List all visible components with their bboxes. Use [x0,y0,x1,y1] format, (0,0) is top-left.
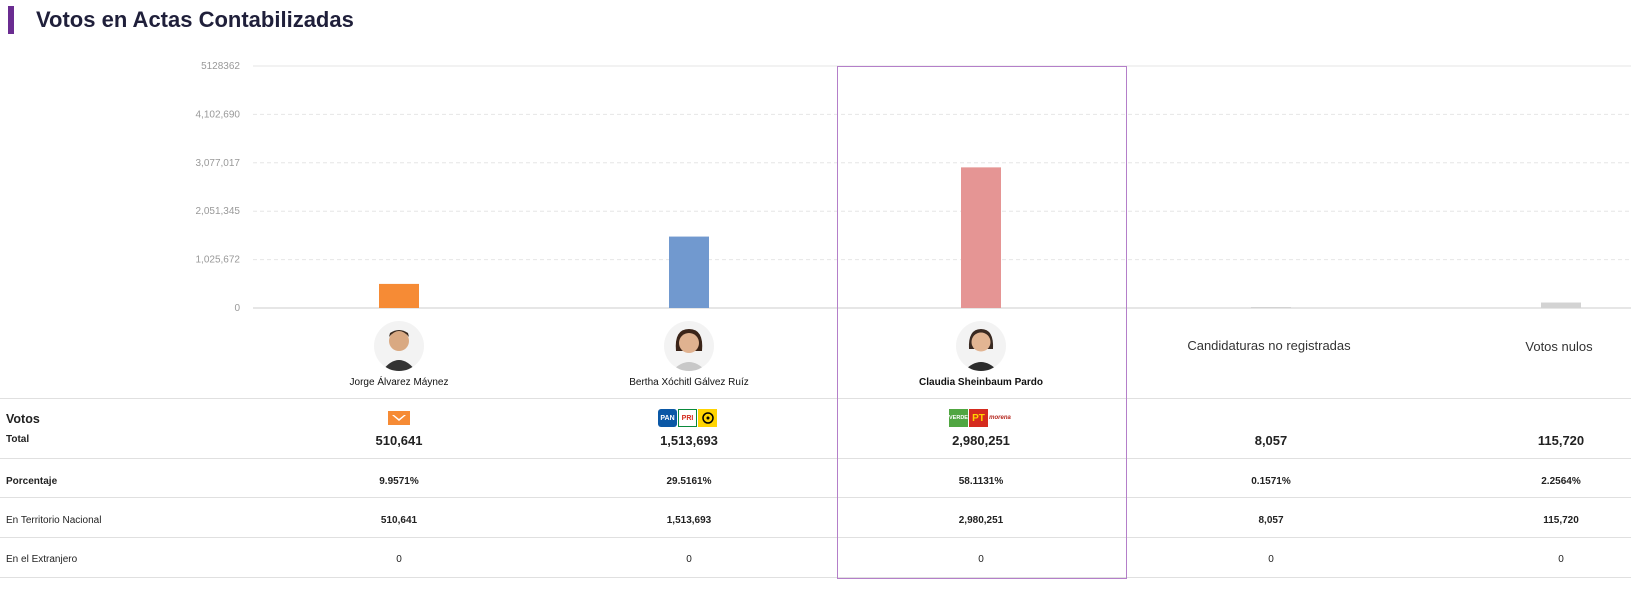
total-votes: 510,641 [375,433,423,448]
nacional-value: 115,720 [1543,515,1579,526]
porcentaje-value: 2.2564% [1541,476,1581,487]
verde-logo: VERDE [949,409,968,427]
pt-logo: PT [969,409,988,427]
y-tick-label: 3,077,017 [196,158,241,169]
total-votes: 8,057 [1254,433,1288,448]
pri-logo: PRI [678,409,697,427]
total-votes: 1,513,693 [660,433,718,448]
column-name: Candidaturas no registradas [1187,338,1351,353]
nacional-label: En Territorio Nacional [6,515,102,526]
table-divider [0,398,1631,399]
total-label: Total [6,434,30,445]
morena-logo: morena [989,409,1011,427]
extranjero-value: 0 [1558,554,1564,565]
title-accent-bar [8,6,14,34]
nacional-value: 2,980,251 [958,515,1004,526]
candidate-photo-galvez [664,321,714,371]
bar-3[interactable] [1251,307,1291,308]
total-votes: 115,720 [1537,433,1585,448]
porcentaje-label: Porcentaje [6,476,58,487]
leading-candidate-highlight [837,66,1127,579]
y-tick-label: 2,051,345 [196,206,241,217]
table-divider [0,497,1631,498]
column-name: Votos nulos [1525,339,1593,354]
extranjero-value: 0 [396,554,402,565]
candidate-photo-sheinbaum [956,321,1006,371]
porcentaje-value: 0.1571% [1251,476,1291,487]
table-divider [0,458,1631,459]
nacional-value: 8,057 [1258,515,1284,526]
bar-1[interactable] [669,236,709,308]
movimiento-ciudadano-logo [388,411,410,429]
section-header: Votos en Actas Contabilizadas [8,6,354,34]
prd-logo [698,409,717,427]
avatar-icon [964,329,998,371]
candidate-name: Bertha Xóchitl Gálvez Ruíz [629,377,749,388]
party-logos-coalition: PAN PRI [658,409,717,427]
bar-4[interactable] [1541,302,1581,308]
table-divider [0,577,1631,578]
bar-chart: 0 1,025,672 2,051,345 3,077,017 4,102,690 512… [196,61,1631,314]
avatar-icon [382,330,416,371]
y-tick-label: 4,102,690 [196,109,241,120]
y-tick-label: 1,025,672 [196,255,241,266]
party-logos-coalition: VERDE PT morena [949,409,1011,427]
candidate-photo-alvarez [374,321,424,371]
y-tick-label: 0 [234,303,240,314]
porcentaje-value: 58.1131% [958,476,1004,487]
pan-logo: PAN [658,409,677,427]
extranjero-value: 0 [978,554,984,565]
bar-0[interactable] [379,283,419,308]
candidate-name: Jorge Álvarez Máynez [349,377,449,388]
nacional-value: 1,513,693 [666,515,712,526]
porcentaje-value: 29.5161% [666,476,712,487]
bar-2[interactable] [961,167,1001,308]
extranjero-label: En el Extranjero [6,554,78,565]
extranjero-value: 0 [686,554,692,565]
y-tick-label: 5128362 [201,61,240,72]
extranjero-value: 0 [1268,554,1274,565]
page-title: Votos en Actas Contabilizadas [36,7,354,32]
total-votes: 2,980,251 [952,433,1010,448]
votos-label: Votos [6,412,40,426]
candidate-name: Claudia Sheinbaum Pardo [919,377,1043,388]
table-divider [0,537,1631,538]
nacional-value: 510,641 [380,515,418,526]
avatar-icon [672,329,706,371]
porcentaje-value: 9.9571% [379,476,419,487]
